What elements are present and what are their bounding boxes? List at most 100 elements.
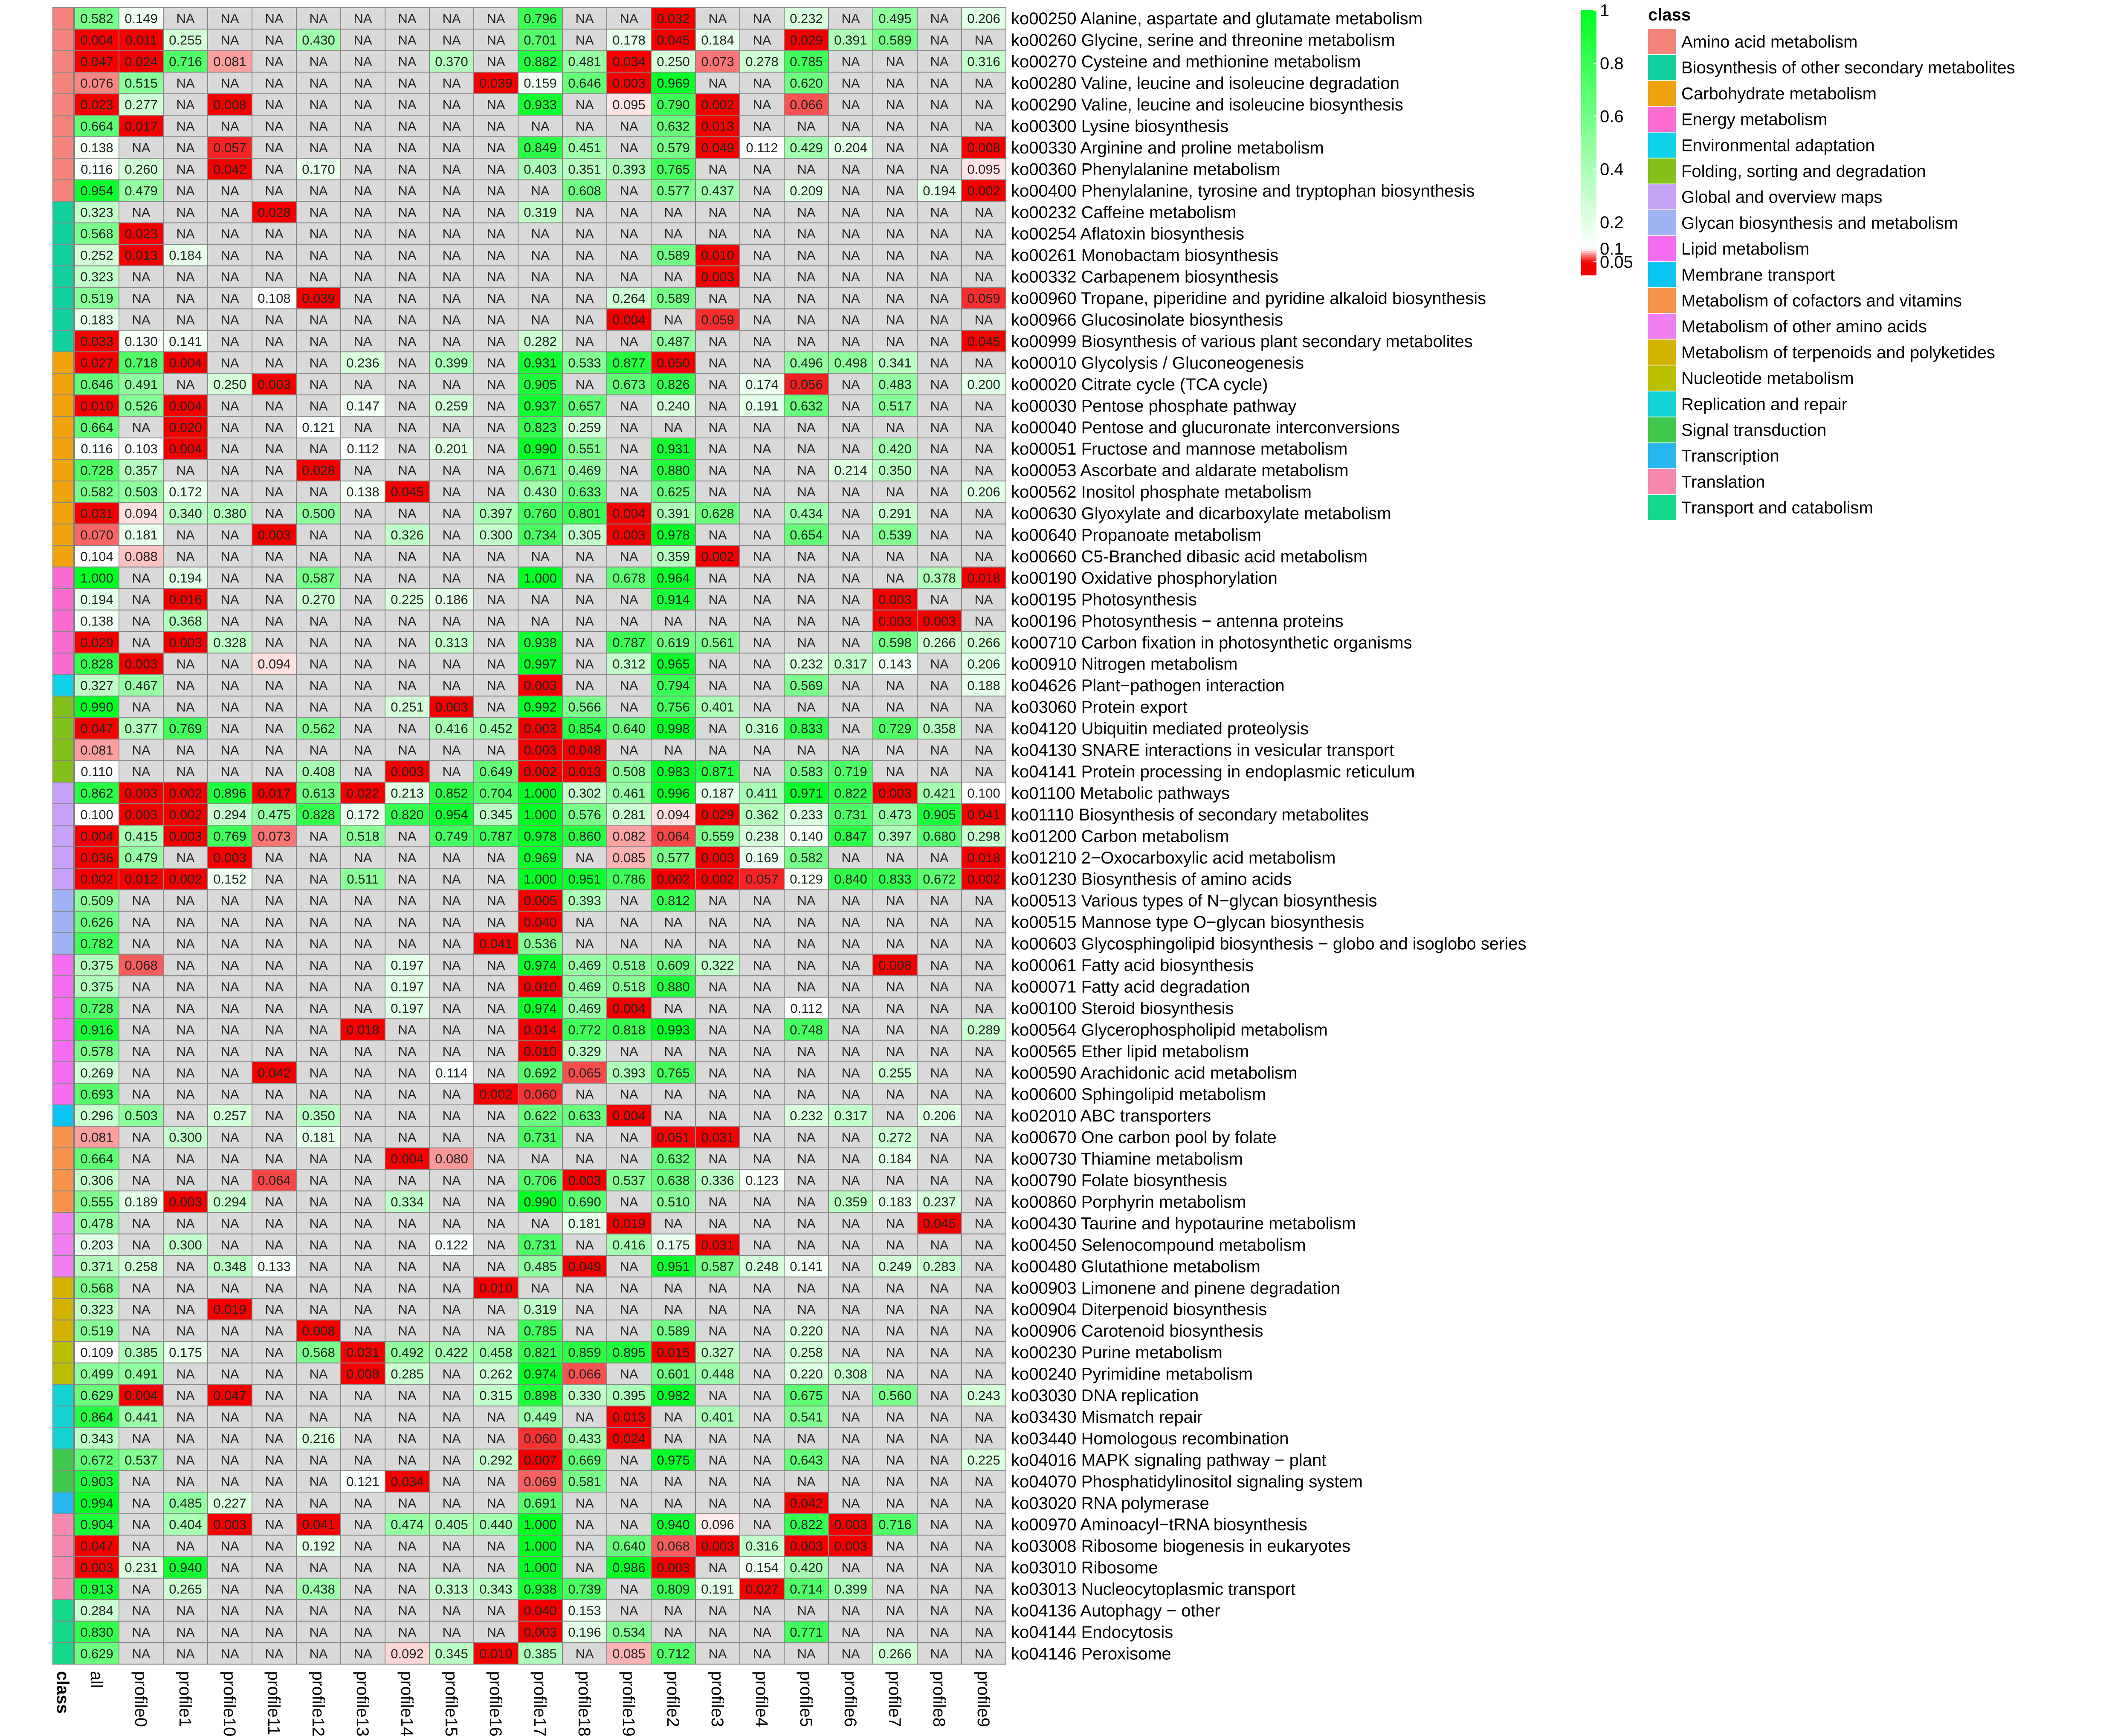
cell-value-label: 0.327 (80, 678, 113, 693)
cell-value-label: NA (398, 1324, 416, 1339)
cell-value-label: NA (220, 119, 239, 133)
colorbar-segment (1581, 70, 1596, 72)
class-cell (52, 523, 74, 546)
cell-value-label: NA (265, 313, 283, 327)
cell-value-label: NA (132, 1001, 150, 1016)
cell-value-label: NA (353, 377, 372, 392)
cell-value-label: NA (220, 76, 239, 91)
cell-value-label: NA (353, 1324, 372, 1339)
cell-value-label: NA (442, 1001, 461, 1016)
cell-value-label: NA (487, 1259, 505, 1274)
cell-value-label: 0.828 (80, 657, 113, 672)
cell-value-label: NA (575, 549, 594, 564)
cell-value-label: NA (442, 1130, 461, 1145)
cell-value-label: 0.070 (80, 527, 113, 542)
cell-value-label: 0.487 (657, 334, 690, 349)
cell-value-label: NA (220, 1474, 239, 1489)
cell-value-label: NA (575, 248, 594, 263)
cell-value-label: 0.474 (391, 1517, 424, 1532)
cell-value-label: NA (176, 1281, 194, 1295)
cell-value-label: NA (265, 1560, 283, 1575)
cell-value-label: 0.316 (745, 1539, 779, 1553)
class-cell (52, 1449, 74, 1471)
cell-value-label: 0.397 (479, 506, 513, 521)
cell-value-label: NA (575, 1302, 594, 1317)
cell-value-label: NA (220, 270, 239, 284)
row-label: ko00290 Valine, leucine and isoleucine b… (1011, 96, 1403, 114)
cell-value-label: NA (132, 979, 150, 994)
cell-value-label: NA (575, 657, 594, 672)
colorbar-segment (1581, 193, 1596, 196)
cell-value-label: 0.240 (657, 398, 690, 413)
cell-value-label: 0.358 (923, 721, 956, 736)
cell-value-label: NA (620, 248, 638, 263)
cell-value-label: NA (930, 657, 948, 672)
cell-value-label: 0.533 (568, 355, 601, 370)
row-label: ko00053 Ascorbate and aldarate metabolis… (1011, 461, 1349, 480)
cell-value-label: 0.496 (790, 355, 823, 370)
cell-value-label: 0.990 (524, 441, 557, 456)
cell-value-label: NA (974, 1194, 993, 1209)
colorbar-segment (1581, 47, 1596, 50)
colorbar-segment (1581, 52, 1596, 55)
cell-value-label: NA (708, 1302, 727, 1317)
heatmap-cell (207, 72, 252, 94)
cell-value-label: NA (309, 1001, 327, 1016)
heatmap-cell (828, 7, 873, 30)
cell-value-label: NA (353, 743, 372, 758)
cell-value-label: NA (708, 979, 727, 994)
cell-value-label: NA (398, 97, 416, 112)
cell-value-label: NA (974, 205, 993, 220)
cell-value-label: NA (220, 205, 239, 220)
heatmap-cell (562, 72, 607, 94)
cell-value-label: NA (353, 979, 372, 994)
cell-value-label: 0.672 (923, 872, 956, 887)
cell-value-label: NA (176, 270, 194, 284)
cell-value-label: 0.003 (391, 764, 424, 779)
class-column-label: class (53, 1671, 72, 1714)
cell-value-label: NA (176, 1151, 194, 1166)
heatmap-cell (296, 201, 341, 223)
cell-value-label: NA (265, 1345, 283, 1360)
row-label: ko00071 Fatty acid degradation (1011, 977, 1250, 996)
cell-value-label: 0.011 (125, 33, 157, 48)
cell-value-label: NA (886, 678, 904, 693)
colorbar-segment (1581, 224, 1596, 227)
cell-value-label: 0.323 (80, 270, 113, 284)
cell-value-label: 0.408 (302, 764, 335, 779)
cell-value-label: NA (132, 1646, 150, 1661)
cell-value-label: NA (974, 1603, 993, 1618)
row-label: ko00710 Carbon fixation in photosyntheti… (1011, 633, 1412, 652)
cell-value-label: NA (309, 1194, 327, 1209)
colorbar-segment (1581, 129, 1596, 132)
column-label: profile5 (797, 1671, 815, 1727)
class-cell (52, 394, 74, 417)
cell-value-label: NA (753, 527, 771, 542)
heatmap-cell (651, 158, 696, 180)
colorbar-segment (1581, 235, 1596, 238)
cell-value-label: NA (575, 270, 594, 284)
class-cell (52, 158, 74, 180)
cell-value-label: 0.181 (568, 1216, 601, 1231)
cell-value-label: 0.608 (568, 183, 601, 198)
cell-value-label: NA (487, 398, 505, 413)
cell-value-label: NA (886, 1087, 904, 1102)
cell-value-label: NA (886, 76, 904, 91)
cell-value-label: 0.323 (80, 1302, 113, 1317)
class-cell (52, 1556, 74, 1579)
cell-value-label: NA (930, 915, 948, 930)
cell-value-label: NA (265, 506, 283, 521)
cell-value-label: 0.020 (169, 420, 202, 435)
cell-value-label: 0.183 (80, 313, 113, 327)
cell-value-label: 0.039 (479, 76, 513, 91)
cell-value-label: NA (176, 1452, 194, 1467)
cell-value-label: 0.272 (878, 1130, 912, 1145)
cell-value-label: 0.294 (213, 807, 246, 822)
cell-value-label: 0.359 (834, 1194, 867, 1209)
heatmap-cell (163, 50, 208, 73)
cell-value-label: NA (487, 979, 505, 994)
heatmap-cell (961, 115, 1006, 137)
cell-value-label: 0.823 (524, 420, 557, 435)
cell-value-label: NA (132, 291, 150, 306)
cell-value-label: NA (841, 1001, 860, 1016)
